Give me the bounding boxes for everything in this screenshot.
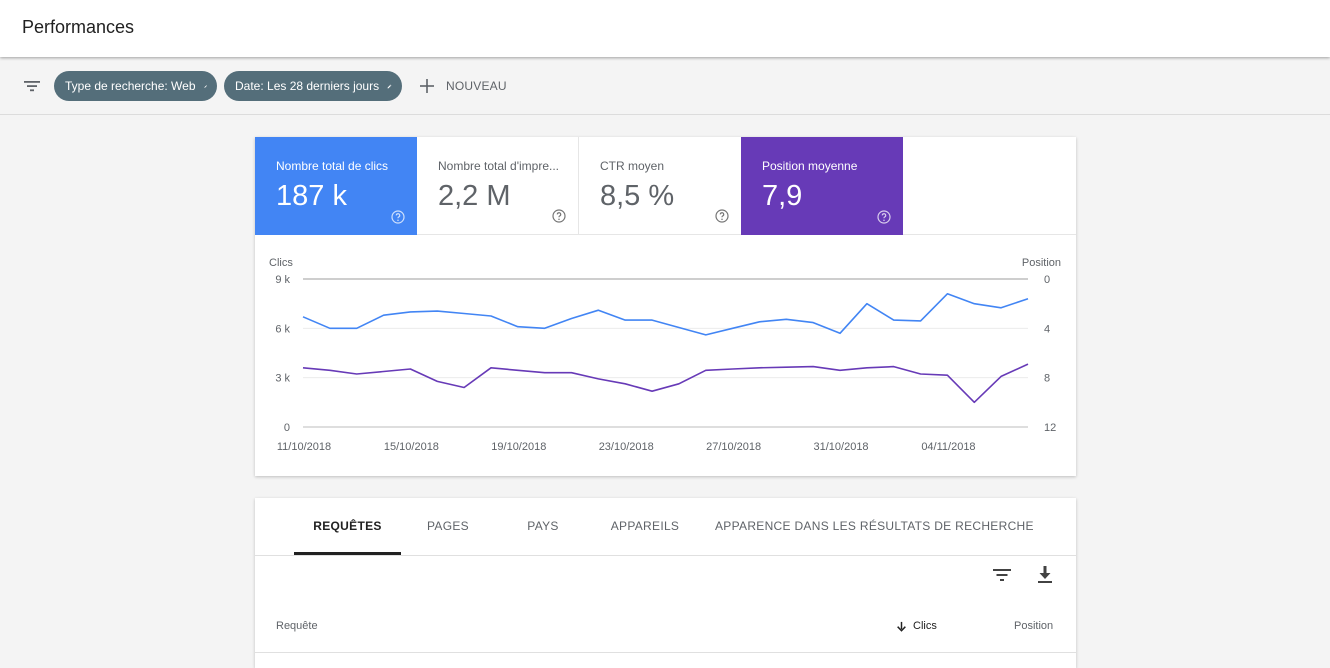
x-tick-label: 19/10/2018 [491,441,546,453]
x-tick-label: 27/10/2018 [706,441,761,453]
column-header-clicks-label: Clics [913,620,937,632]
tab-search-appearance[interactable]: APPARENCE DANS LES RÉSULTATS DE RECHERCH… [715,519,1034,533]
y-left-tick-label: 6 k [275,323,290,335]
metric-average-ctr[interactable]: CTR moyen 8,5 % [579,137,741,235]
y-right-tick-label: 12 [1044,422,1056,434]
x-tick-label: 23/10/2018 [599,441,654,453]
help-icon[interactable] [552,209,566,223]
metrics-filler [903,137,1076,235]
y-right-axis-title: Position [1022,257,1061,269]
metric-total-impressions[interactable]: Nombre total d'impre... 2,2 M [417,137,579,235]
y-left-tick-label: 9 k [275,274,290,286]
new-filter-button[interactable]: NOUVEAU [418,71,507,101]
x-tick-label: 11/10/2018 [277,441,331,453]
help-icon[interactable] [391,210,405,224]
series-line-position [302,363,1029,404]
series-line-clics [302,292,1029,336]
tab-devices[interactable]: APPAREILS [610,519,680,533]
table-tabs: REQUÊTES PAGES PAYS APPAREILS APPARENCE … [255,498,1076,556]
edit-icon [203,84,207,88]
active-tab-indicator [294,552,401,555]
column-header-clicks[interactable]: Clics [896,620,937,632]
metric-label: CTR moyen [600,159,665,173]
y-right-tick-label: 8 [1044,373,1050,385]
tab-queries[interactable]: REQUÊTES [313,519,382,533]
metric-label: Nombre total d'impre... [438,159,560,173]
metric-total-clicks[interactable]: Nombre total de clics 187 k [255,137,417,235]
edit-icon [387,84,392,88]
help-icon[interactable] [877,210,891,224]
table-header-divider [255,652,1076,653]
y-left-tick-label: 3 k [275,373,290,385]
data-table-card: REQUÊTES PAGES PAYS APPAREILS APPARENCE … [255,498,1076,668]
page-title: Performances [22,17,135,37]
search-type-chip[interactable]: Type de recherche: Web [54,71,217,101]
metric-value: 2,2 M [438,180,511,212]
x-tick-label: 31/10/2018 [814,441,869,453]
column-header-query[interactable]: Requête [276,620,318,632]
performance-chart: 9 k 0 6 k 4 3 k 8 0 12 Clics Position 11/10/2018 15… [269,257,1061,453]
y-left-tick-label: 0 [284,422,290,434]
metric-average-position[interactable]: Position moyenne 7,9 [741,137,903,235]
y-left-axis-title: Clics [269,257,293,269]
x-tick-label: 15/10/2018 [384,441,439,453]
metric-value: 7,9 [762,180,803,212]
metric-label: Position moyenne [762,159,858,173]
date-chip-label: Date: Les 28 derniers jours [235,79,380,93]
y-right-tick-label: 0 [1044,274,1050,286]
y-right-tick-label: 4 [1044,323,1050,335]
performance-card: Nombre total de clics 187 k Nombre total… [255,137,1076,476]
arrow-down-icon [897,621,906,632]
tab-pages[interactable]: PAGES [427,519,469,533]
date-chip[interactable]: Date: Les 28 derniers jours [224,71,402,101]
new-filter-label: NOUVEAU [446,79,507,93]
column-header-position[interactable]: Position [1014,620,1054,632]
metric-label: Nombre total de clics [276,159,389,173]
help-icon[interactable] [715,209,729,223]
filter-icon[interactable] [22,76,42,96]
x-tick-label: 04/11/2018 [921,441,975,453]
top-app-bar: Performances [0,0,1330,57]
download-icon[interactable] [1034,564,1056,586]
metric-value: 187 k [276,180,347,212]
search-type-chip-label: Type de recherche: Web [65,79,196,93]
filter-icon[interactable] [991,564,1013,586]
add-icon [420,79,434,93]
metric-value: 8,5 % [600,180,675,212]
filter-bar: Type de recherche: Web Date: Les 28 dern… [0,58,1330,115]
tab-countries[interactable]: PAYS [527,519,559,533]
